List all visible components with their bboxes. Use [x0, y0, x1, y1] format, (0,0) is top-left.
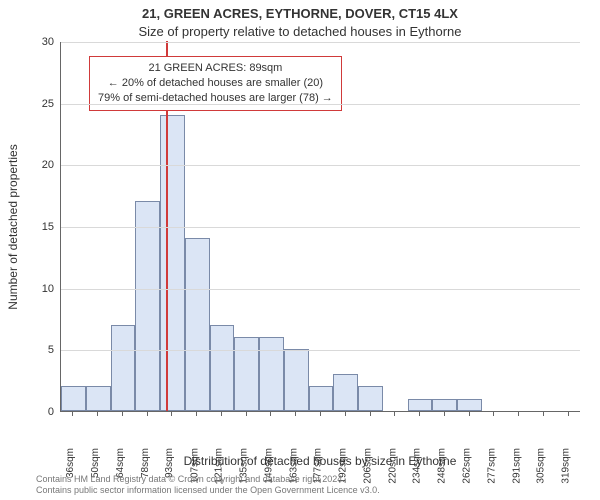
gridline-h: [61, 42, 580, 43]
histogram-bar: [111, 325, 136, 411]
histogram-bar: [185, 238, 210, 411]
x-tick-mark: [419, 412, 420, 416]
histogram-bar: [135, 201, 160, 411]
x-tick-mark: [518, 412, 519, 416]
callout-title: 21 GREEN ACRES: 89sqm: [98, 61, 333, 76]
histogram-bar: [259, 337, 284, 411]
x-tick-mark: [196, 412, 197, 416]
histogram-chart: 21, GREEN ACRES, EYTHORNE, DOVER, CT15 4…: [0, 0, 600, 500]
x-tick-mark: [444, 412, 445, 416]
y-tick-label: 30: [0, 36, 54, 48]
footer-line1: Contains HM Land Registry data © Crown c…: [36, 474, 380, 485]
x-tick-mark: [568, 412, 569, 416]
x-tick-mark: [147, 412, 148, 416]
x-tick-mark: [97, 412, 98, 416]
histogram-bar: [408, 399, 433, 411]
gridline-h: [61, 104, 580, 105]
histogram-bar: [234, 337, 259, 411]
callout-line-smaller: ← 20% of detached houses are smaller (20…: [98, 76, 333, 91]
histogram-bar: [160, 115, 185, 411]
y-tick-label: 5: [0, 344, 54, 356]
histogram-bar: [432, 399, 457, 411]
x-tick-mark: [72, 412, 73, 416]
histogram-bar: [61, 386, 86, 411]
x-tick-mark: [370, 412, 371, 416]
x-tick-mark: [394, 412, 395, 416]
histogram-bar: [284, 349, 309, 411]
chart-title-address: 21, GREEN ACRES, EYTHORNE, DOVER, CT15 4…: [0, 6, 600, 21]
x-tick-mark: [543, 412, 544, 416]
y-tick-label: 0: [0, 406, 54, 418]
x-axis-label: Distribution of detached houses by size …: [60, 454, 580, 468]
x-tick-mark: [122, 412, 123, 416]
histogram-bar: [309, 386, 334, 411]
x-tick-mark: [270, 412, 271, 416]
plot-area: 21 GREEN ACRES: 89sqm ← 20% of detached …: [60, 42, 580, 412]
gridline-h: [61, 165, 580, 166]
x-tick-mark: [221, 412, 222, 416]
x-tick-mark: [171, 412, 172, 416]
x-tick-mark: [469, 412, 470, 416]
x-tick-mark: [246, 412, 247, 416]
footer-line2: Contains public sector information licen…: [36, 485, 380, 496]
histogram-bar: [333, 374, 358, 411]
x-tick-mark: [345, 412, 346, 416]
y-tick-label: 15: [0, 221, 54, 233]
gridline-h: [61, 350, 580, 351]
x-tick-mark: [493, 412, 494, 416]
attribution-footer: Contains HM Land Registry data © Crown c…: [36, 474, 380, 496]
x-tick-mark: [320, 412, 321, 416]
histogram-bar: [86, 386, 111, 411]
y-tick-label: 25: [0, 98, 54, 110]
histogram-bar: [358, 386, 383, 411]
chart-subtitle: Size of property relative to detached ho…: [0, 24, 600, 39]
callout-box: 21 GREEN ACRES: 89sqm ← 20% of detached …: [89, 56, 342, 111]
x-tick-mark: [295, 412, 296, 416]
y-tick-label: 20: [0, 159, 54, 171]
histogram-bar: [457, 399, 482, 411]
y-tick-label: 10: [0, 283, 54, 295]
histogram-bar: [210, 325, 235, 411]
gridline-h: [61, 289, 580, 290]
gridline-h: [61, 227, 580, 228]
